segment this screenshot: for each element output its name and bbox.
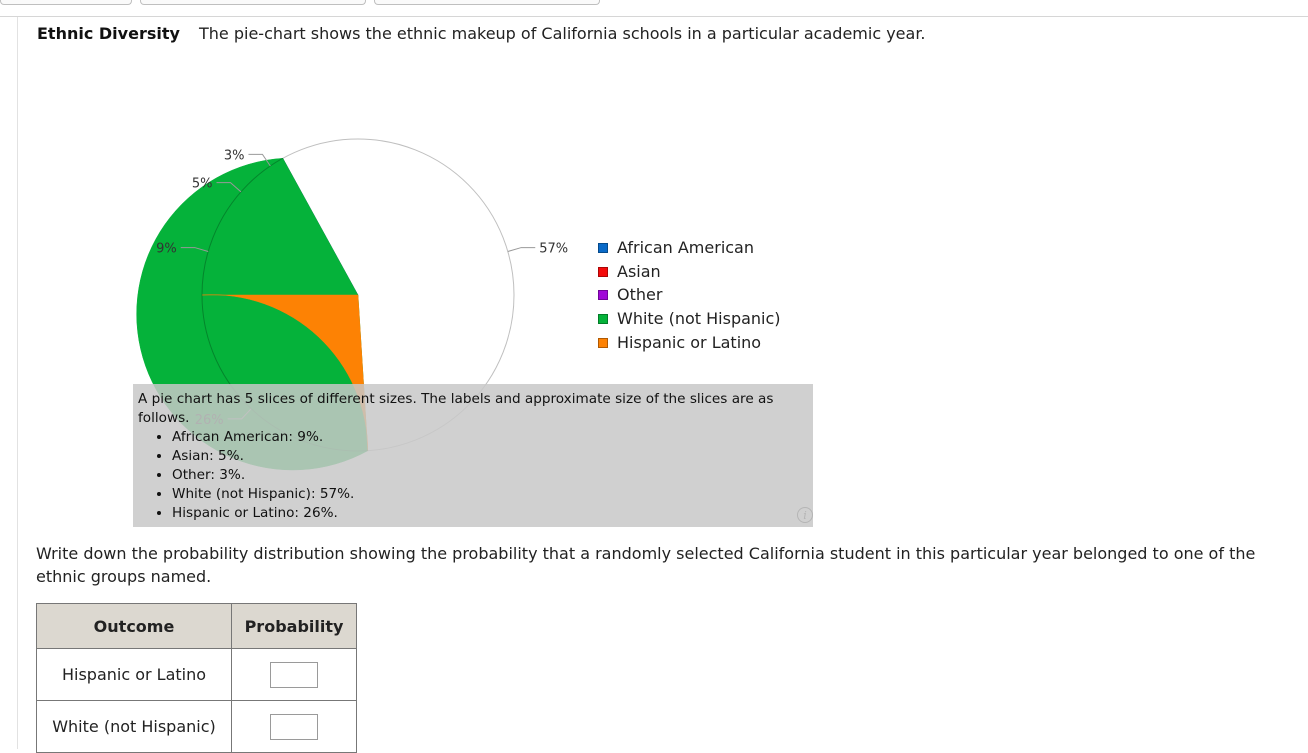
probability-input[interactable] (270, 713, 318, 740)
legend-swatch (598, 266, 608, 277)
legend-label: White (not Hispanic) (617, 308, 781, 328)
description-list: African American: 9%.Asian: 5%.Other: 3%… (138, 428, 808, 523)
description-intro: A pie chart has 5 slices of different si… (138, 391, 774, 426)
slice-label: 3% (224, 148, 245, 163)
left-divider (17, 17, 18, 749)
chart-legend: African American Asian Other White (not His… (598, 236, 781, 354)
slice-leader-line (507, 247, 536, 252)
legend-item-other: Other (598, 283, 781, 307)
legend-label: Other (617, 285, 663, 305)
legend-swatch (598, 290, 608, 301)
legend-label: African American (617, 237, 754, 257)
probability-input[interactable] (270, 661, 318, 688)
slice-leader-line (180, 247, 209, 252)
info-icon[interactable]: i (797, 507, 813, 523)
legend-swatch (598, 313, 608, 324)
probability-table: Outcome Probability Hispanic or Latino W… (36, 603, 357, 753)
outcome-column-header: Outcome (36, 603, 232, 649)
problem-header: Ethnic Diversity The pie-chart shows the… (37, 24, 926, 43)
legend-item-white-not-hispanic: White (not Hispanic) (598, 307, 781, 331)
legend-swatch (598, 337, 608, 348)
top-tab[interactable] (374, 0, 600, 5)
legend-label: Asian (617, 261, 661, 281)
outcome-cell: Hispanic or Latino (36, 648, 232, 701)
legend-label: Hispanic or Latino (617, 332, 762, 352)
table-row: White (not Hispanic) (36, 700, 357, 753)
description-list-item: Other: 3%. (172, 466, 808, 485)
probability-column-header: Probability (231, 603, 357, 649)
problem-description: The pie-chart shows the ethnic makeup of… (199, 24, 926, 43)
legend-item-african-american: African American (598, 236, 781, 260)
slice-label: 9% (156, 242, 177, 257)
slice-leader-line (216, 182, 242, 193)
outcome-cell: White (not Hispanic) (36, 700, 232, 753)
slice-label: 57% (539, 242, 568, 257)
top-tab[interactable] (140, 0, 366, 5)
slice-label: 5% (192, 177, 213, 192)
description-list-item: African American: 9%. (172, 428, 808, 447)
chart-description-box: A pie chart has 5 slices of different si… (133, 384, 813, 527)
description-list-item: Hispanic or Latino: 26%. (172, 504, 808, 523)
table-row: Hispanic or Latino (36, 648, 357, 701)
probability-cell (231, 648, 357, 701)
slice-leader-line (248, 153, 271, 167)
problem-title: Ethnic Diversity (37, 24, 180, 43)
top-tab-bar (0, 0, 1308, 17)
probability-cell (231, 700, 357, 753)
legend-item-hispanic-or-latino: Hispanic or Latino (598, 331, 781, 355)
question-text: Write down the probability distribution … (36, 544, 1256, 586)
legend-item-asian: Asian (598, 260, 781, 284)
description-list-item: Asian: 5%. (172, 447, 808, 466)
legend-swatch (598, 242, 608, 253)
top-tab[interactable] (0, 0, 132, 5)
description-list-item: White (not Hispanic): 57%. (172, 485, 808, 504)
